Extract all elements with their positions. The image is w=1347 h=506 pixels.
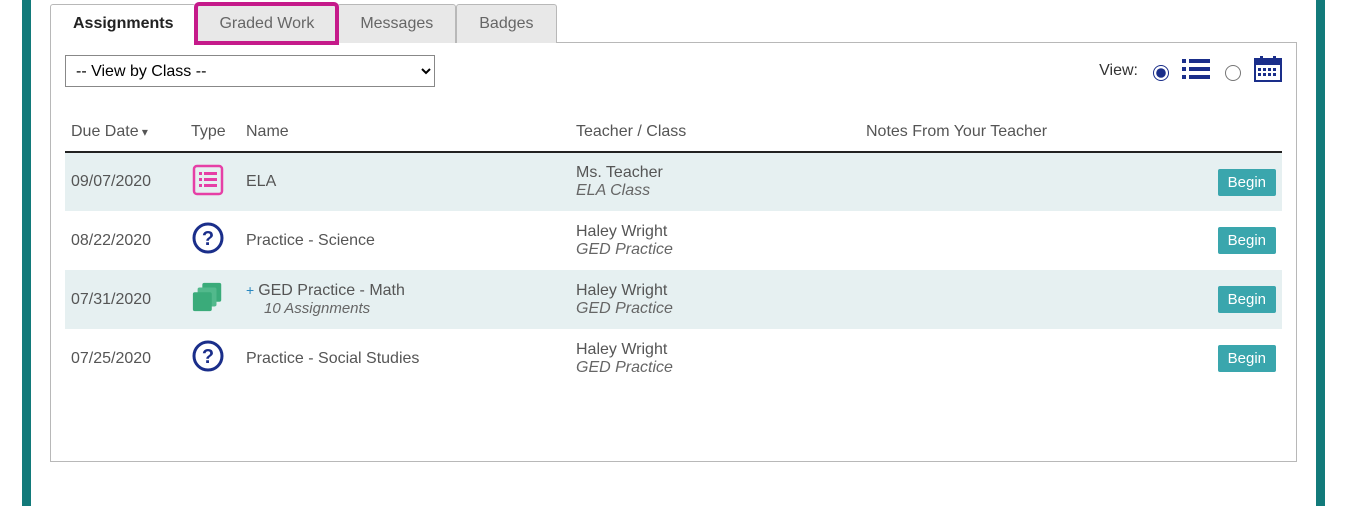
table-header: Due Date Type Name Teacher / Class Notes… xyxy=(65,115,1282,152)
svg-text:?: ? xyxy=(202,228,214,250)
list-view-icon xyxy=(1182,57,1210,86)
col-due-date[interactable]: Due Date xyxy=(65,115,185,152)
frame-bar-left xyxy=(22,0,31,506)
cell-teacher-class: Haley WrightGED Practice xyxy=(570,270,860,329)
cell-due-date: 09/07/2020 xyxy=(65,152,185,211)
cell-notes xyxy=(860,152,1202,211)
col-teacher-class[interactable]: Teacher / Class xyxy=(570,115,860,152)
col-name[interactable]: Name xyxy=(240,115,570,152)
cell-teacher-class: Haley WrightGED Practice xyxy=(570,329,860,388)
cell-type xyxy=(185,152,240,211)
table-row: 09/07/2020 ELA Ms. TeacherELA Class Begin xyxy=(65,152,1282,211)
view-label: View: xyxy=(1099,62,1138,80)
tab-assignments[interactable]: Assignments xyxy=(50,4,196,43)
cell-type xyxy=(185,270,240,329)
cell-name: Practice - Science xyxy=(240,211,570,270)
begin-button[interactable]: Begin xyxy=(1218,345,1276,372)
teacher-name: Haley Wright xyxy=(576,223,854,241)
class-name: GED Practice xyxy=(576,359,854,377)
assignment-name: Practice - Social Studies xyxy=(246,350,419,367)
stack-green-icon xyxy=(191,280,225,314)
assignment-name: GED Practice - Math xyxy=(258,282,405,299)
calendar-view-icon xyxy=(1254,56,1282,87)
frame-bar-right xyxy=(1316,0,1325,506)
question-icon: ? xyxy=(191,339,225,373)
cell-due-date: 07/31/2020 xyxy=(65,270,185,329)
tab-bar: Assignments Graded Work Messages Badges xyxy=(50,0,1297,42)
col-action xyxy=(1202,115,1282,152)
table-row: 07/25/2020? Practice - Social Studies Hale… xyxy=(65,329,1282,388)
view-radio-calendar[interactable] xyxy=(1225,65,1241,81)
tab-badges[interactable]: Badges xyxy=(456,4,556,43)
cell-teacher-class: Ms. TeacherELA Class xyxy=(570,152,860,211)
col-type[interactable]: Type xyxy=(185,115,240,152)
cell-notes xyxy=(860,329,1202,388)
table-row: 07/31/2020 +GED Practice - Math10 Assignm… xyxy=(65,270,1282,329)
assignment-subtext: 10 Assignments xyxy=(246,300,564,317)
cell-action: Begin xyxy=(1202,270,1282,329)
class-name: GED Practice xyxy=(576,241,854,259)
assignment-name: Practice - Science xyxy=(246,232,375,249)
begin-button[interactable]: Begin xyxy=(1218,169,1276,196)
class-name: ELA Class xyxy=(576,182,854,200)
cell-action: Begin xyxy=(1202,152,1282,211)
table-row: 08/22/2020? Practice - Science Haley Wrigh… xyxy=(65,211,1282,270)
teacher-name: Haley Wright xyxy=(576,282,854,300)
svg-text:?: ? xyxy=(202,346,214,368)
begin-button[interactable]: Begin xyxy=(1218,286,1276,313)
view-switch: View: xyxy=(1099,56,1282,87)
tab-messages[interactable]: Messages xyxy=(337,4,456,43)
panel-area: Assignments Graded Work Messages Badges … xyxy=(50,0,1297,506)
cell-action: Begin xyxy=(1202,211,1282,270)
cell-name: +GED Practice - Math10 Assignments xyxy=(240,270,570,329)
teacher-name: Ms. Teacher xyxy=(576,164,854,182)
tab-graded-work[interactable]: Graded Work xyxy=(196,4,337,43)
cell-teacher-class: Haley WrightGED Practice xyxy=(570,211,860,270)
screenshot-root: Assignments Graded Work Messages Badges … xyxy=(0,0,1347,506)
table-body: 09/07/2020ELAMs. TeacherELA ClassBegin08… xyxy=(65,152,1282,388)
cell-due-date: 08/22/2020 xyxy=(65,211,185,270)
cell-due-date: 07/25/2020 xyxy=(65,329,185,388)
begin-button[interactable]: Begin xyxy=(1218,227,1276,254)
class-name: GED Practice xyxy=(576,300,854,318)
cell-notes xyxy=(860,270,1202,329)
cell-name: Practice - Social Studies xyxy=(240,329,570,388)
cell-notes xyxy=(860,211,1202,270)
cell-type: ? xyxy=(185,211,240,270)
col-notes[interactable]: Notes From Your Teacher xyxy=(860,115,1202,152)
panel-body: -- View by Class -- View: xyxy=(50,42,1297,462)
cell-type: ? xyxy=(185,329,240,388)
cell-action: Begin xyxy=(1202,329,1282,388)
class-filter-select[interactable]: -- View by Class -- xyxy=(65,55,435,87)
list-pink-icon xyxy=(191,163,225,197)
cell-name: ELA xyxy=(240,152,570,211)
teacher-name: Haley Wright xyxy=(576,341,854,359)
assignment-name: ELA xyxy=(246,173,276,190)
toolbar: -- View by Class -- View: xyxy=(65,55,1282,87)
assignments-table: Due Date Type Name Teacher / Class Notes… xyxy=(65,115,1282,388)
expand-plus-icon[interactable]: + xyxy=(246,282,258,298)
view-radio-list[interactable] xyxy=(1153,65,1169,81)
question-icon: ? xyxy=(191,221,225,255)
